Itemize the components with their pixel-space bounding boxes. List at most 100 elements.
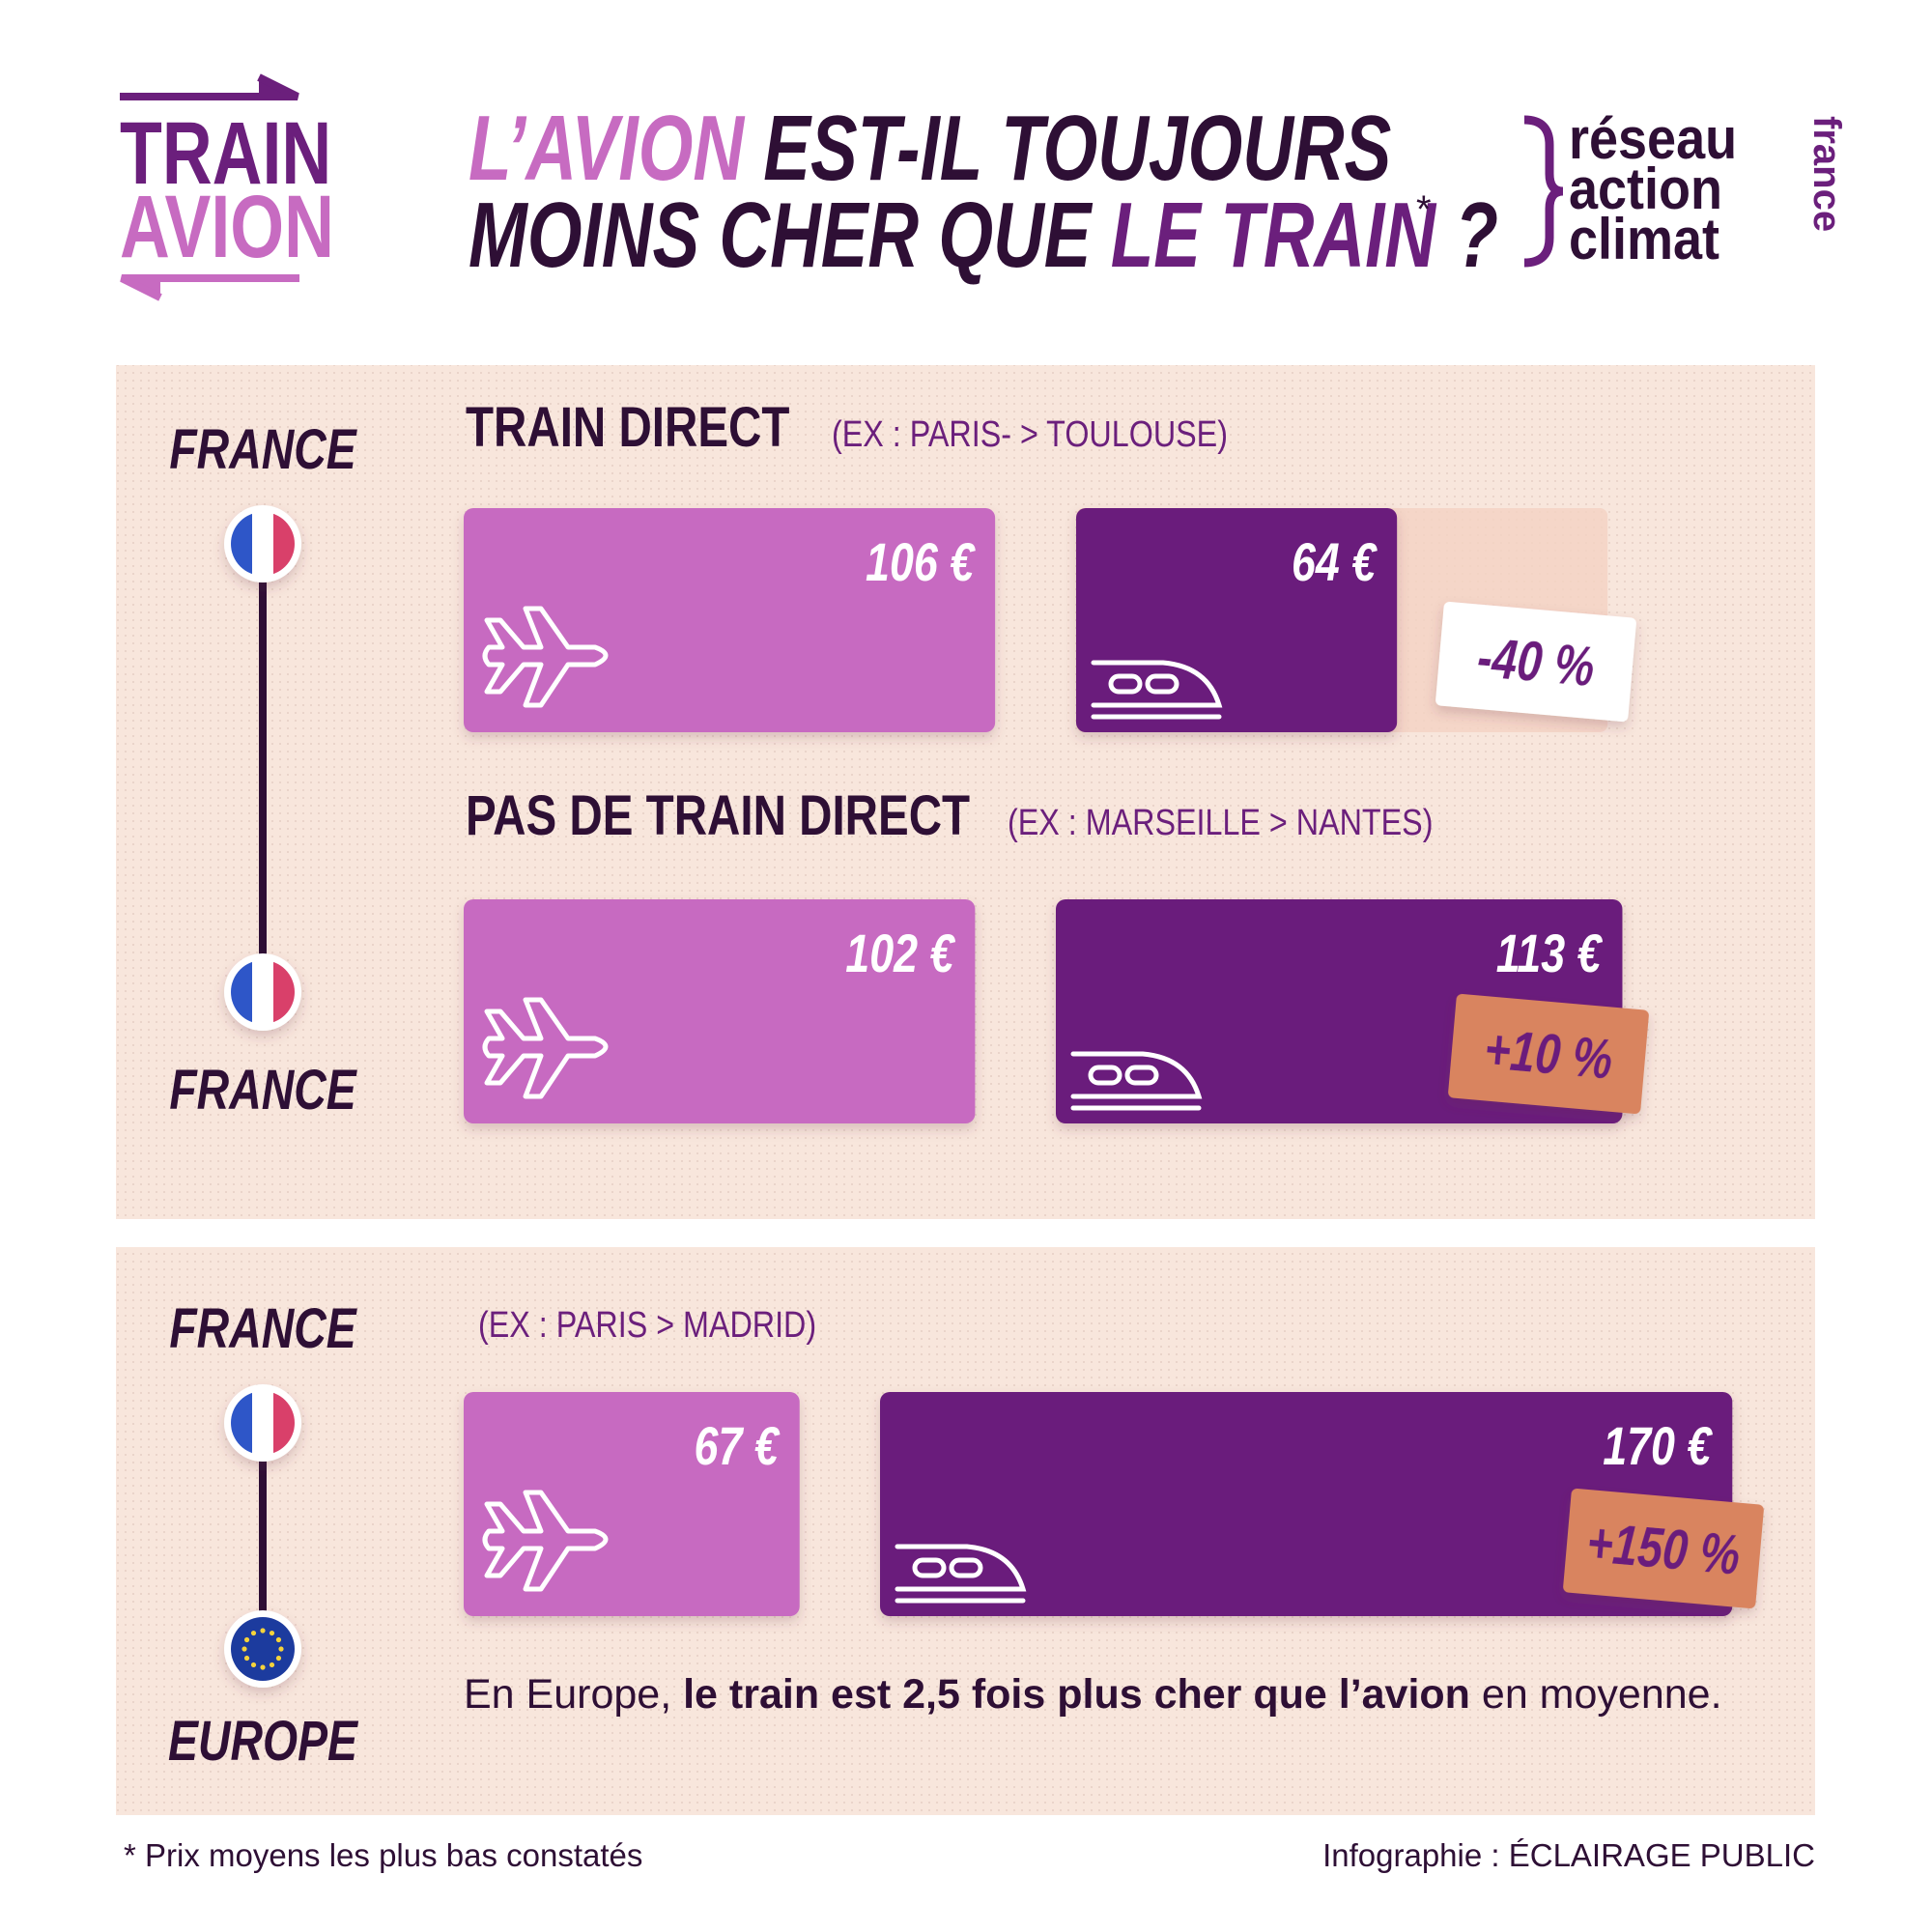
row-example: (EX : MARSEILLE > NANTES) xyxy=(1008,803,1433,843)
badge-text: -40 % xyxy=(1475,626,1597,698)
logo-word: TRAIN xyxy=(120,103,331,203)
train-icon xyxy=(1091,660,1223,720)
plane-bar xyxy=(464,1392,800,1616)
plane-icon xyxy=(482,997,609,1099)
flag-white xyxy=(252,960,273,1024)
place-label: FRANCE xyxy=(169,418,357,481)
place-label: FRANCE xyxy=(169,1297,357,1360)
train-body xyxy=(895,1544,1027,1592)
plane-icon xyxy=(482,606,609,708)
place-label: EUROPE xyxy=(168,1710,359,1773)
badge-text: +150 % xyxy=(1584,1511,1743,1587)
flag-star xyxy=(275,1636,282,1643)
row-heading: TRAIN DIRECT xyxy=(466,397,789,460)
flag-blue xyxy=(231,512,252,576)
place-label: FRANCE xyxy=(169,418,357,481)
difference-badge: +10 % xyxy=(1448,993,1649,1115)
difference-badge: -40 % xyxy=(1435,601,1636,723)
title-line: MOINS CHER QUE LE TRAIN ? xyxy=(469,184,1498,287)
plane-price: 106 € xyxy=(866,531,977,592)
note-bold: le train est 2,5 fois plus cher que l’av… xyxy=(683,1671,1470,1718)
flag-europe xyxy=(224,1610,301,1688)
place-label: FRANCE xyxy=(169,1059,357,1122)
flag-blue xyxy=(231,1617,295,1681)
footer-note: * Prix moyens les plus bas constatés xyxy=(124,1837,642,1873)
plane-icon xyxy=(482,1490,609,1592)
title: L’AVION EST-IL TOUJOURS xyxy=(469,97,1391,200)
plane-bar xyxy=(464,508,996,732)
logo-word: AVION xyxy=(120,177,334,276)
flag-star xyxy=(260,1628,266,1634)
plane-price: 67 € xyxy=(695,1415,781,1476)
flag-fill xyxy=(231,960,295,1024)
org-country: france xyxy=(1805,116,1848,232)
train-window xyxy=(1145,673,1179,695)
flag-star xyxy=(243,1636,250,1643)
train-bar xyxy=(880,1392,1733,1616)
flag-white xyxy=(252,1391,273,1455)
place-label: EUROPE xyxy=(168,1710,359,1773)
title-part: EST-IL TOUJOURS xyxy=(744,97,1391,200)
flag-red xyxy=(273,1391,295,1455)
badge-bg xyxy=(1563,1488,1764,1609)
org-word: réseau xyxy=(1569,106,1737,171)
train-window xyxy=(949,1557,983,1578)
row-example: (EX : PARIS > MADRID) xyxy=(478,1305,816,1346)
title-asterisk: * xyxy=(1416,188,1432,231)
difference-badge: +150 % xyxy=(1563,1488,1764,1609)
train-price: 64 € xyxy=(1292,531,1378,592)
flag-blue xyxy=(231,1391,252,1455)
badge-text: +150 % xyxy=(1584,1511,1743,1587)
plane-price: 106 € xyxy=(866,531,977,592)
flag-star xyxy=(242,1646,247,1652)
row-example: (EX : PARIS > MADRID) xyxy=(478,1305,816,1346)
train-price: 113 € xyxy=(1496,923,1604,983)
row-heading: TRAIN DIRECT xyxy=(466,397,789,460)
train-window xyxy=(1088,1065,1122,1086)
org-word: climat xyxy=(1569,207,1719,271)
flag-red xyxy=(273,512,295,576)
place-label: FRANCE xyxy=(169,1059,357,1122)
flag-france xyxy=(224,505,301,582)
train-window xyxy=(1124,1065,1159,1086)
badge-bg xyxy=(1448,993,1649,1115)
flag-france xyxy=(224,953,301,1031)
place-label: FRANCE xyxy=(169,1297,357,1360)
org-brace xyxy=(1523,115,1564,268)
logo-arrows xyxy=(120,73,299,301)
train-window xyxy=(912,1557,947,1578)
europe-note: En Europe, le train est 2,5 fois plus ch… xyxy=(464,1671,1722,1718)
badge-bg xyxy=(1435,601,1636,723)
train-price: 64 € xyxy=(1292,531,1378,592)
title: MOINS CHER QUE LE TRAIN ? xyxy=(469,184,1498,287)
train-icon xyxy=(895,1544,1027,1604)
title-plane: L’AVION xyxy=(469,97,746,200)
logo-text: AVION xyxy=(120,177,334,276)
flag-blue xyxy=(231,960,252,1024)
row-example: (EX : MARSEILLE > NANTES) xyxy=(1008,803,1433,843)
flag-star xyxy=(269,1662,275,1668)
badge-text: +10 % xyxy=(1482,1017,1615,1091)
flag-star xyxy=(250,1630,257,1636)
flag-france xyxy=(224,1384,301,1462)
row-heading: PAS DE TRAIN DIRECT xyxy=(466,785,970,848)
train-price: 113 € xyxy=(1496,923,1604,983)
flag-star xyxy=(278,1646,284,1652)
plane-price: 102 € xyxy=(845,923,956,983)
org-word: climat xyxy=(1569,207,1719,271)
train-price: 170 € xyxy=(1603,1415,1714,1476)
train-icon xyxy=(1070,1051,1203,1111)
flag-star xyxy=(243,1655,250,1662)
flag-white xyxy=(252,512,273,576)
flag-fill xyxy=(231,1391,295,1455)
footer-credit: Infographie : ÉCLAIRAGE PUBLIC xyxy=(1322,1837,1815,1873)
train-body xyxy=(1091,660,1223,708)
flag-star xyxy=(269,1630,275,1636)
train-price: 170 € xyxy=(1603,1415,1714,1476)
flag-star xyxy=(250,1662,257,1668)
flag-star xyxy=(260,1664,266,1670)
row-heading: PAS DE TRAIN DIRECT xyxy=(466,785,970,848)
train-body xyxy=(1070,1051,1203,1099)
